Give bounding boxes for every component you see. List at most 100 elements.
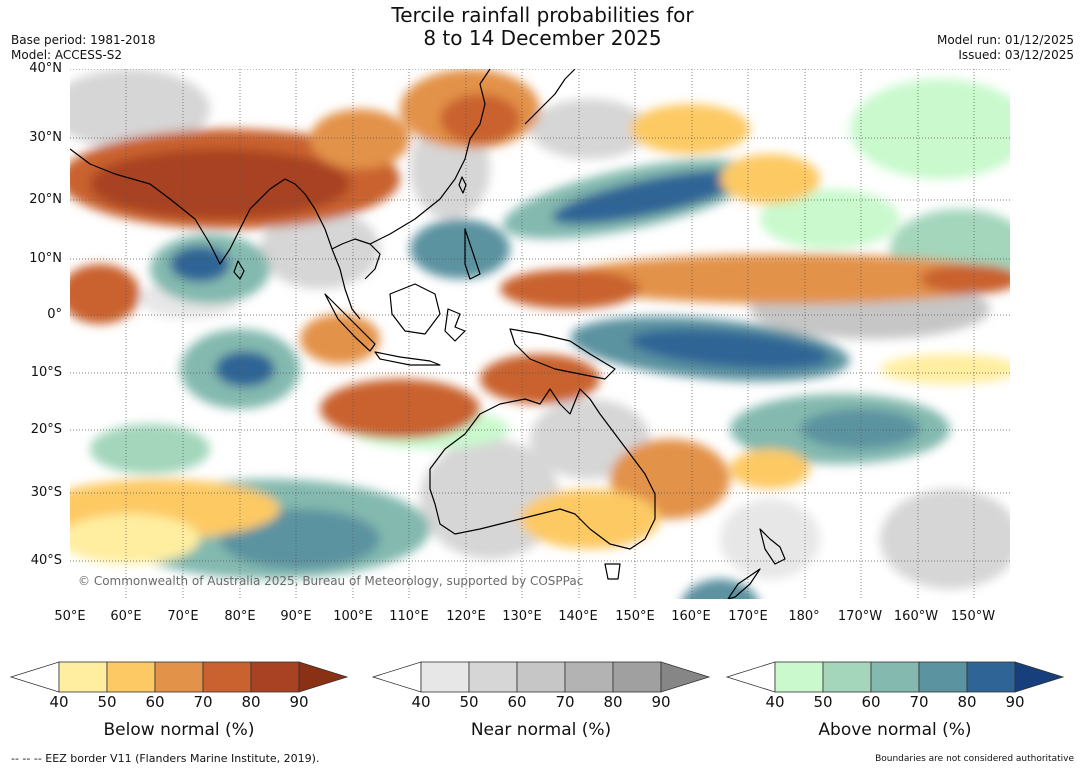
- swatch-near-70-80: [564, 661, 614, 693]
- swatch-below-60-70: [154, 661, 204, 693]
- tick-below-80: 80: [241, 693, 261, 711]
- tick-below-50: 50: [97, 693, 117, 711]
- swatch-near-80-90: [612, 661, 662, 693]
- lon-label-70e: 70°E: [167, 609, 199, 624]
- lon-label-60e: 60°E: [110, 609, 142, 624]
- lat-label-40n: 40°N: [29, 61, 62, 76]
- coast-new-zealand-south: [727, 568, 761, 599]
- tick-near-60: 60: [507, 693, 527, 711]
- graticule: [70, 69, 1010, 599]
- meta-left: Base period: 1981-2018 Model: ACCESS-S2: [11, 33, 156, 63]
- colorbar-below: [9, 661, 349, 693]
- tick-near-90: 90: [651, 693, 671, 711]
- tick-above-40: 40: [765, 693, 785, 711]
- coast-new-guinea: [509, 328, 616, 380]
- swatch-above-60-70: [870, 661, 920, 693]
- model-run: Model run: 01/12/2025: [936, 33, 1074, 47]
- tick-above-80: 80: [957, 693, 977, 711]
- colorbar-near-title: Near normal (%): [470, 720, 612, 740]
- colorbar-above: [725, 661, 1065, 693]
- lon-label-160e: 160°E: [671, 609, 711, 624]
- coast-borneo: [389, 283, 441, 335]
- tick-below-60: 60: [145, 693, 165, 711]
- coast-new-zealand-north: [759, 528, 786, 565]
- lon-label-90e: 90°E: [280, 609, 312, 624]
- map-canvas: [70, 69, 1010, 599]
- coast-philippines: [464, 228, 481, 280]
- lon-label-120e: 120°E: [446, 609, 486, 624]
- swatch-near-90-plus: [660, 661, 711, 693]
- lon-label-180: 180°: [788, 609, 820, 624]
- lat-label-10n: 10°N: [29, 251, 62, 266]
- colorbar-near: [371, 661, 711, 693]
- colorbar-below-min-arrow: [9, 661, 60, 693]
- lat-label-20n: 20°N: [29, 192, 62, 207]
- issued-date: Issued: 03/12/2025: [958, 48, 1074, 62]
- swatch-below-70-80: [202, 661, 252, 693]
- tick-above-50: 50: [813, 693, 833, 711]
- eez-border-note: -- -- -- EEZ border V11 (Flanders Marine…: [11, 752, 320, 765]
- base-period: Base period: 1981-2018: [11, 33, 156, 47]
- swatch-above-50-60: [822, 661, 872, 693]
- probability-map: [70, 69, 1010, 599]
- model-name: Model: ACCESS-S2: [11, 48, 123, 62]
- swatch-above-40-50: [774, 661, 824, 693]
- coast-china: [369, 69, 491, 245]
- coast-sri-lanka: [233, 260, 245, 280]
- lat-label-30s: 30°S: [30, 485, 62, 500]
- lat-label-40s: 40°S: [30, 553, 62, 568]
- probability-field: [70, 69, 1010, 599]
- lat-label-20s: 20°S: [30, 422, 62, 437]
- title-line-1: Tercile rainfall probabilities for: [391, 3, 694, 27]
- coast-australia: [429, 388, 656, 550]
- swatch-near-40-50: [420, 661, 470, 693]
- swatch-near-60-70: [516, 661, 566, 693]
- lon-label-80e: 80°E: [224, 609, 256, 624]
- lon-label-110e: 110°E: [389, 609, 429, 624]
- lon-label-150e: 150°E: [615, 609, 655, 624]
- copyright-notice: © Commonwealth of Australia 2025, Bureau…: [78, 574, 584, 588]
- swatch-above-70-80: [918, 661, 968, 693]
- coast-japan: [524, 69, 576, 125]
- tick-below-70: 70: [193, 693, 213, 711]
- lon-label-100e: 100°E: [333, 609, 373, 624]
- tick-near-70: 70: [555, 693, 575, 711]
- lon-label-140e: 140°E: [558, 609, 598, 624]
- coast-sumatra: [324, 293, 376, 352]
- lat-label-0: 0°: [47, 307, 62, 322]
- coast-sulawesi: [444, 308, 466, 342]
- coastlines: [70, 69, 786, 599]
- lon-label-160w: 160°W: [893, 609, 939, 624]
- swatch-above-90-plus: [1014, 661, 1065, 693]
- title-line-2: 8 to 14 December 2025: [423, 26, 662, 50]
- colorbar-above-min-arrow: [725, 661, 776, 693]
- boundaries-disclaimer: Boundaries are not considered authoritat…: [875, 754, 1074, 764]
- swatch-below-90-plus: [298, 661, 349, 693]
- coast-java: [374, 351, 441, 366]
- tick-above-60: 60: [861, 693, 881, 711]
- swatch-below-80-90: [250, 661, 300, 693]
- coast-arabia-india: [70, 148, 306, 265]
- tick-near-80: 80: [603, 693, 623, 711]
- lat-label-10s: 10°S: [30, 365, 62, 380]
- tick-below-40: 40: [49, 693, 69, 711]
- lon-label-170w: 170°W: [837, 609, 883, 624]
- lon-label-130e: 130°E: [502, 609, 542, 624]
- coast-tasmania: [604, 563, 621, 580]
- tick-near-40: 40: [411, 693, 431, 711]
- lon-label-50e: 50°E: [54, 609, 86, 624]
- colorbar-near-min-arrow: [371, 661, 422, 693]
- tick-above-70: 70: [909, 693, 929, 711]
- map-title: Tercile rainfall probabilities for 8 to …: [0, 4, 1085, 50]
- swatch-below-50-60: [106, 661, 156, 693]
- swatch-below-40-50: [58, 661, 108, 693]
- lon-label-150w: 150°W: [950, 609, 996, 624]
- swatch-above-80-90: [966, 661, 1016, 693]
- coast-taiwan: [458, 176, 467, 194]
- lat-label-30n: 30°N: [29, 130, 62, 145]
- lon-label-170e: 170°E: [728, 609, 768, 624]
- colorbar-above-title: Above normal (%): [818, 720, 972, 740]
- tick-above-90: 90: [1005, 693, 1025, 711]
- tick-below-90: 90: [289, 693, 309, 711]
- meta-right: Model run: 01/12/2025 Issued: 03/12/2025: [937, 33, 1074, 63]
